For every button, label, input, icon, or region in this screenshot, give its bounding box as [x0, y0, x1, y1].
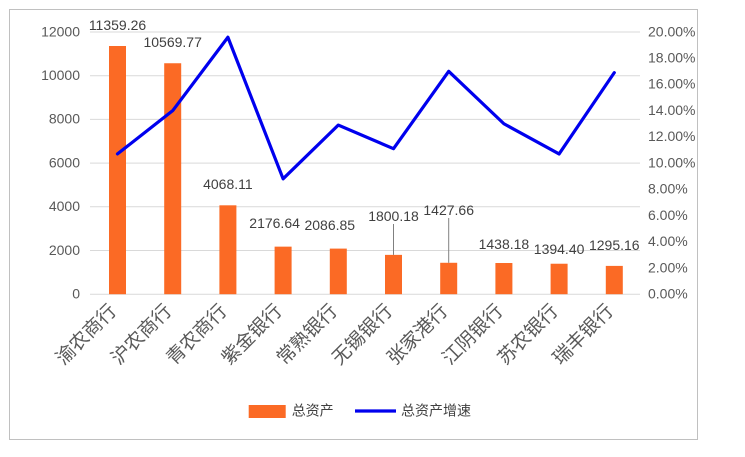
- svg-text:张家港行: 张家港行: [383, 300, 452, 369]
- svg-text:1394.40: 1394.40: [534, 241, 585, 257]
- svg-text:1427.66: 1427.66: [423, 202, 474, 218]
- svg-text:20.00%: 20.00%: [648, 23, 695, 39]
- svg-text:10.00%: 10.00%: [648, 154, 695, 170]
- svg-text:16.00%: 16.00%: [648, 76, 695, 92]
- svg-text:2086.85: 2086.85: [304, 217, 355, 233]
- svg-text:瑞丰银行: 瑞丰银行: [549, 300, 618, 369]
- svg-text:江阴银行: 江阴银行: [438, 300, 507, 369]
- svg-text:紫金银行: 紫金银行: [217, 300, 286, 369]
- svg-text:8000: 8000: [49, 111, 80, 127]
- svg-text:苏农银行: 苏农银行: [493, 300, 562, 369]
- svg-text:沪农商行: 沪农商行: [107, 300, 176, 369]
- svg-text:10569.77: 10569.77: [143, 34, 202, 50]
- svg-text:6000: 6000: [49, 154, 80, 170]
- svg-text:1438.18: 1438.18: [479, 236, 530, 252]
- svg-text:8.00%: 8.00%: [648, 181, 688, 197]
- svg-text:4000: 4000: [49, 198, 80, 214]
- svg-text:总资产增速: 总资产增速: [401, 403, 471, 419]
- svg-text:0.00%: 0.00%: [648, 286, 688, 302]
- svg-text:青农商行: 青农商行: [162, 300, 231, 369]
- svg-text:常熟银行: 常熟银行: [273, 300, 342, 369]
- svg-text:18.00%: 18.00%: [648, 50, 695, 66]
- svg-text:4.00%: 4.00%: [648, 233, 688, 249]
- svg-text:总资产: 总资产: [292, 403, 334, 419]
- svg-text:2176.64: 2176.64: [249, 215, 300, 231]
- svg-text:14.00%: 14.00%: [648, 102, 695, 118]
- svg-text:11359.26: 11359.26: [89, 17, 147, 33]
- svg-text:0: 0: [72, 286, 80, 302]
- svg-text:6.00%: 6.00%: [648, 207, 688, 223]
- svg-text:12.00%: 12.00%: [648, 128, 695, 144]
- svg-text:1295.16: 1295.16: [589, 237, 640, 253]
- svg-text:12000: 12000: [41, 23, 80, 39]
- svg-text:10000: 10000: [41, 67, 80, 83]
- svg-text:4068.11: 4068.11: [203, 176, 253, 192]
- svg-text:2000: 2000: [49, 242, 80, 258]
- svg-text:2.00%: 2.00%: [648, 259, 688, 275]
- svg-text:1800.18: 1800.18: [368, 208, 419, 224]
- svg-text:无锡银行: 无锡银行: [328, 300, 397, 369]
- svg-text:渝农商行: 渝农商行: [52, 300, 121, 369]
